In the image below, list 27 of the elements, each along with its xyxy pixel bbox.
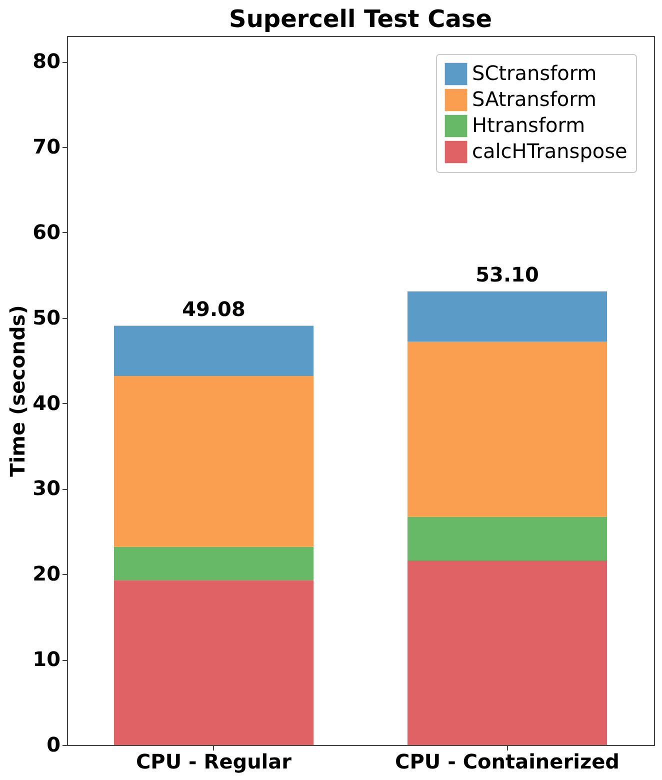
y-tick-label: 30 [32,476,60,500]
chart-title: Supercell Test Case [229,5,492,33]
bar [114,326,314,376]
bar [114,580,314,745]
legend-label: calcHTranspose [472,139,628,163]
y-tick-label: 40 [32,390,60,415]
y-tick-label: 70 [32,134,60,159]
x-tick-label: CPU - Containerized [395,750,620,774]
y-tick-label: 20 [32,562,60,586]
bar [407,560,608,745]
legend-label: SAtransform [472,87,596,111]
y-tick-label: 80 [32,49,60,74]
total-label: 49.08 [182,296,246,321]
y-tick-label: 50 [32,305,60,330]
legend-label: Htransform [472,113,586,137]
bar [114,546,314,580]
y-tick-label: 0 [46,732,60,756]
bar [407,291,608,342]
y-tick-label: 60 [32,220,60,244]
y-tick-label: 10 [32,647,60,672]
bar [407,342,608,517]
legend-label: SCtransform [472,61,597,85]
y-axis-title: Time (seconds) [6,305,30,477]
total-label: 53.10 [476,262,539,286]
x-tick-label: CPU - Regular [136,750,292,774]
bar [114,376,314,547]
bar [407,516,608,560]
